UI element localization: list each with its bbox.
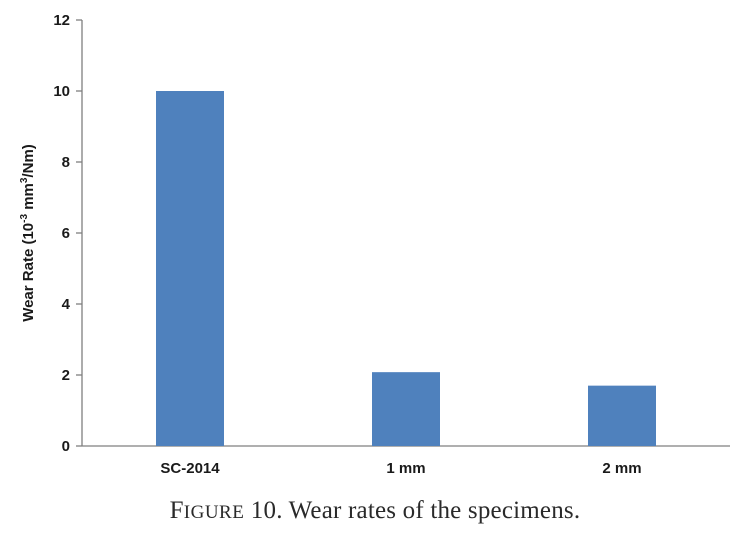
- x-tick-label: 2 mm: [602, 460, 641, 477]
- y-tick-label: 6: [62, 225, 70, 242]
- y-axis-title: Wear Rate (10-3 mm3/Nm): [19, 144, 37, 322]
- bar-chart: 0 2 4 6 8 10 12 SC-2014 1 mm 2 mm Wear Rate (10-…: [19, 12, 730, 477]
- bar-2-mm: [588, 385, 656, 446]
- bar-sc-2014: [156, 91, 224, 446]
- y-tick-label: 2: [62, 367, 70, 384]
- x-tick-label: 1 mm: [386, 460, 425, 477]
- y-ticks: 0 2 4 6 8 10 12: [53, 12, 82, 455]
- y-tick-label: 4: [62, 296, 71, 313]
- bar-1-mm: [372, 372, 440, 446]
- x-tick-label: SC-2014: [160, 460, 220, 477]
- y-tick-label: 12: [53, 12, 70, 29]
- caption-smallcaps: IGURE: [183, 502, 245, 523]
- y-tick-label: 8: [62, 154, 70, 171]
- figure-caption: FIGURE 10. Wear rates of the specimens.: [0, 497, 750, 525]
- caption-text: 10. Wear rates of the specimens.: [244, 497, 581, 524]
- y-tick-label: 0: [62, 438, 70, 455]
- x-tick-labels: SC-2014 1 mm 2 mm: [160, 460, 641, 477]
- y-tick-label: 10: [53, 83, 70, 100]
- bars: [156, 91, 656, 446]
- caption-first-letter: F: [169, 497, 184, 524]
